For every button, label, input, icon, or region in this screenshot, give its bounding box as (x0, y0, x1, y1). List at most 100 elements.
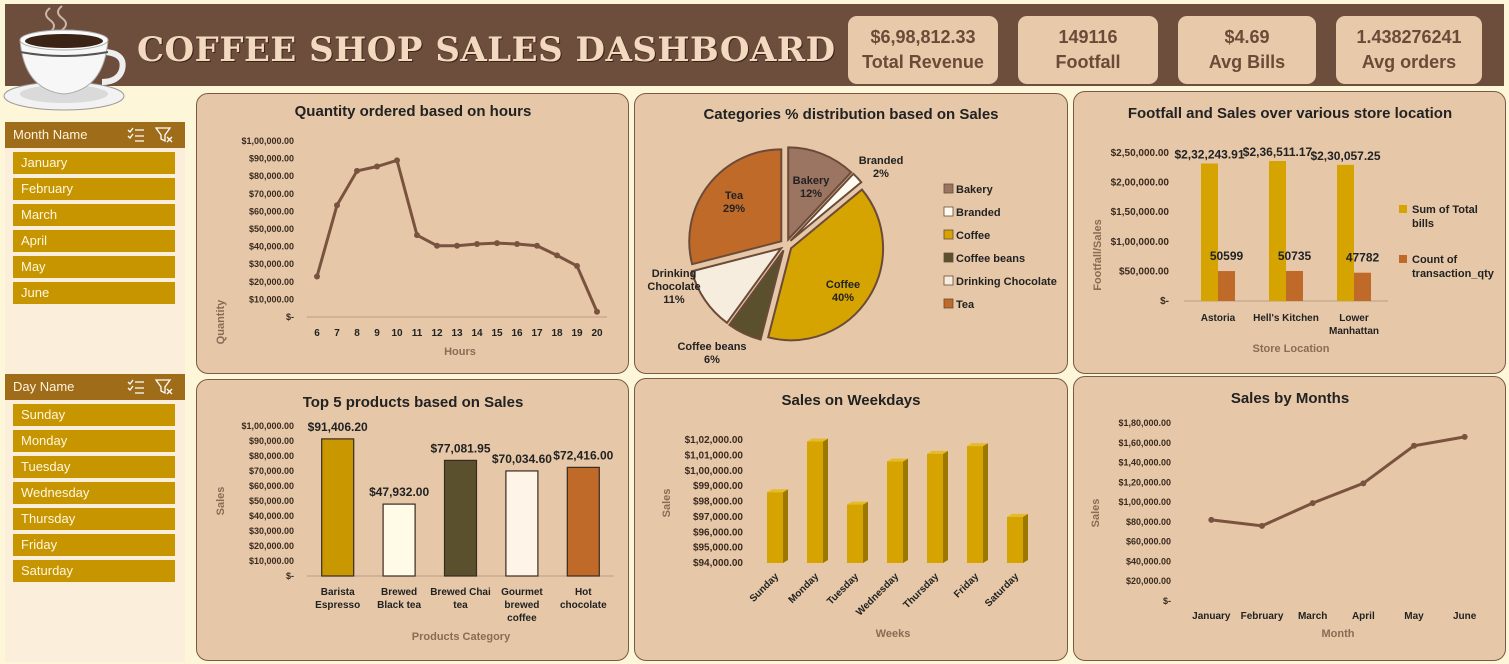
y-tick-label: $1,00,000.00 (241, 136, 294, 146)
y-tick-label: $30,000.00 (249, 526, 294, 536)
legend-label: Bakery (956, 184, 994, 196)
kpi-value: $4.69 (1224, 27, 1270, 47)
bar-side (863, 501, 868, 563)
legend-swatch (943, 229, 954, 240)
multi-select-icon[interactable] (127, 379, 145, 395)
y-tick-label: $99,000.00 (693, 481, 743, 492)
legend-label: Count of (1412, 254, 1458, 266)
x-tick-label: brewed (504, 600, 539, 611)
data-point (1208, 516, 1215, 523)
x-axis-label: Weeks (876, 628, 911, 640)
clear-filter-icon[interactable] (155, 127, 173, 143)
x-tick-label: chocolate (560, 600, 607, 611)
data-point (354, 167, 360, 174)
month-item-april[interactable]: April (13, 230, 175, 252)
series-line (1211, 435, 1465, 528)
y-tick-label: $20,000.00 (249, 277, 294, 287)
legend-label: Drinking Chocolate (956, 276, 1057, 288)
x-tick-label: 7 (334, 328, 340, 339)
y-axis-label: Sales (215, 487, 227, 516)
bar-side (943, 450, 948, 563)
y-tick-label: $1,02,000.00 (685, 435, 744, 446)
legend-swatch (943, 275, 954, 286)
y-tick-label: $60,000.00 (249, 206, 294, 216)
y-tick-label: $- (286, 312, 294, 322)
x-tick-label: April (1352, 611, 1375, 622)
y-tick-label: $1,80,000.00 (1118, 418, 1171, 428)
bar (887, 461, 903, 563)
y-tick-label: $- (286, 571, 294, 581)
day-item-friday[interactable]: Friday (13, 534, 175, 556)
day-item-wednesday[interactable]: Wednesday (13, 482, 175, 504)
month-item-january[interactable]: January (13, 152, 175, 174)
y-tick-label: $70,000.00 (249, 466, 294, 476)
bar (1354, 272, 1371, 301)
kpi-label: Total Revenue (862, 52, 984, 72)
y-tick-label: $1,00,000.00 (1118, 497, 1171, 507)
slice-name-label: Chocolate (647, 281, 700, 293)
month-item-march[interactable]: March (13, 204, 175, 226)
kpi-card-total-revenue: $6,98,812.33 Total Revenue (848, 16, 998, 84)
clear-filter-icon[interactable] (155, 379, 173, 395)
legend-label: bills (1412, 218, 1434, 230)
x-tick-label: 17 (531, 328, 543, 339)
month-item-february[interactable]: February (13, 178, 175, 200)
data-point (1461, 433, 1468, 440)
categories-pie-chart: Categories % distribution based on Sales… (647, 106, 1057, 366)
slice-pct-label: 6% (704, 354, 720, 366)
legend-swatch (943, 206, 954, 217)
y-tick-label: $20,000.00 (1126, 576, 1171, 586)
x-tick-label: 11 (412, 328, 423, 339)
chart-panel-hours: Quantity ordered based on hours Hours Quan… (196, 93, 629, 374)
day-item-thursday[interactable]: Thursday (13, 508, 175, 530)
day-item-tuesday[interactable]: Tuesday (13, 456, 175, 478)
data-label: $2,36,511.17 (1243, 145, 1313, 159)
y-axis-label: Sales (1090, 499, 1102, 528)
legend-swatch (943, 252, 954, 263)
x-tick-label: Espresso (315, 600, 360, 611)
bar-side (1023, 513, 1028, 563)
data-point (574, 262, 580, 269)
day-slicer-title: Day Name (13, 379, 75, 394)
multi-select-icon[interactable] (127, 127, 145, 143)
y-tick-label: $80,000.00 (1126, 517, 1171, 527)
x-tick-label: Tuesday (825, 571, 861, 607)
x-axis-label: Products Category (412, 631, 511, 643)
day-item-monday[interactable]: Monday (13, 430, 175, 452)
data-point (494, 240, 500, 247)
data-label: $72,416.00 (553, 448, 613, 462)
pie-slice (766, 188, 885, 342)
x-tick-label: June (1453, 611, 1477, 622)
coffee-cup-icon (3, 5, 126, 111)
y-tick-label: $1,20,000.00 (1118, 477, 1171, 487)
day-item-saturday[interactable]: Saturday (13, 560, 175, 582)
slice-pct-label: 29% (723, 203, 745, 215)
chart-panel-locations: Footfall and Sales over various store lo… (1073, 91, 1506, 374)
data-point (554, 252, 560, 259)
y-axis-label: Quantity (215, 299, 227, 344)
chart-panel-categories: Categories % distribution based on Sales… (634, 93, 1068, 374)
day-item-sunday[interactable]: Sunday (13, 404, 175, 426)
y-tick-label: $40,000.00 (249, 242, 294, 252)
x-tick-label: Barista (321, 587, 355, 598)
kpi-card-footfall: 149116 Footfall (1018, 16, 1158, 84)
x-tick-label: Sunday (748, 571, 782, 605)
series-line (315, 158, 599, 313)
data-label: $47,932.00 (369, 485, 429, 499)
bar-side (783, 489, 788, 563)
y-tick-label: $80,000.00 (249, 451, 294, 461)
y-tick-label: $97,000.00 (693, 512, 743, 523)
y-tick-label: $90,000.00 (249, 436, 294, 446)
data-label: $70,034.60 (492, 452, 552, 466)
x-tick-label: 18 (551, 328, 563, 339)
months-line-chart: Sales by Months Month Sales $- $20,000.00 $40… (1090, 390, 1477, 640)
bar (967, 446, 983, 563)
y-tick-label: $70,000.00 (249, 189, 294, 199)
bar (767, 492, 783, 563)
slice-name-label: Tea (725, 190, 744, 202)
data-point (394, 157, 400, 164)
y-tick-label: $1,00,000.00 (1111, 237, 1170, 248)
month-item-may[interactable]: May (13, 256, 175, 278)
month-item-june[interactable]: June (13, 282, 175, 304)
x-tick-label: coffee (507, 613, 537, 624)
